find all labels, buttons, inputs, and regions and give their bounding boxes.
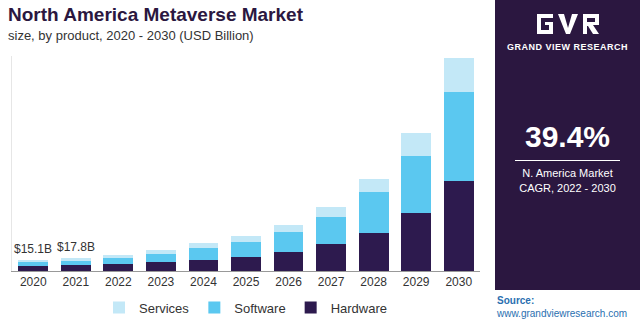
html-text:size, by product, 2020 - 2030: size, by product, 2020 - 2030 (USD Billi… [8, 28, 254, 43]
svg-text:Hardware: Hardware [331, 301, 387, 316]
svg-text:2029: 2029 [403, 275, 430, 289]
svg-text:2025: 2025 [233, 275, 260, 289]
svg-text:2023: 2023 [148, 275, 175, 289]
svg-text:2022: 2022 [105, 275, 132, 289]
svg-text:2030: 2030 [445, 275, 472, 289]
html-text:N. America Market CAGR, 2022 -: N. America Market CAGR, 2022 - 2030 [519, 167, 616, 194]
svg-text:2028: 2028 [360, 275, 387, 289]
svg-text:$15.1B: $15.1B [14, 242, 52, 256]
html-text:North America Metaverse Market: North America Metaverse Market [8, 4, 303, 25]
html-text:Source:: Source: [497, 295, 535, 306]
svg-text:2026: 2026 [275, 275, 302, 289]
svg-text:2027: 2027 [318, 275, 345, 289]
svg-text:2024: 2024 [190, 275, 217, 289]
svg-text:2020: 2020 [20, 275, 47, 289]
html-text:39.4%: 39.4% [525, 120, 610, 153]
svg-text:Services: Services [139, 301, 189, 316]
svg-text:2021: 2021 [62, 275, 89, 289]
svg-text:Software: Software [234, 301, 285, 316]
html-text:GRAND VIEW RESEARCH: GRAND VIEW RESEARCH [507, 42, 628, 52]
html-text:www.grandviewresearch.com: www.grandviewresearch.com [497, 308, 628, 319]
svg-text:$17.8B: $17.8B [57, 240, 95, 254]
